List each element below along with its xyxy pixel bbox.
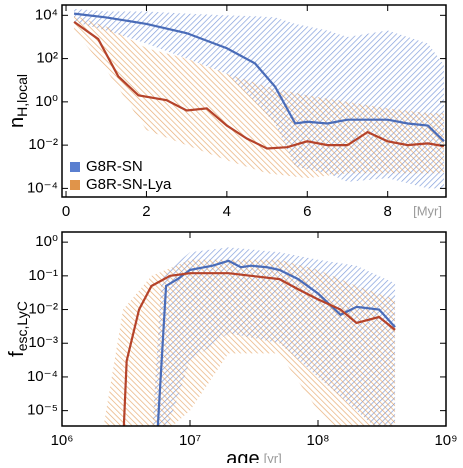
- y-tick-label: 10⁻¹: [28, 267, 58, 284]
- x-axis-unit: [Myr]: [413, 203, 442, 218]
- legend-swatch: [70, 180, 80, 190]
- y-axis-label-main: n: [6, 117, 28, 128]
- band: [74, 15, 444, 179]
- y-tick-label: 10⁻²: [28, 136, 58, 153]
- y-tick-label: 10⁻⁴: [27, 179, 58, 196]
- y-tick-label: 10⁻³: [28, 334, 58, 351]
- x-tick-label: 8: [384, 203, 392, 220]
- x-tick-label: 2: [142, 203, 150, 220]
- axes-frame: [61, 231, 447, 427]
- x-axis-label-main: age: [226, 448, 259, 463]
- y-tick-label: 10⁰: [35, 93, 58, 110]
- x-tick-label: 10⁸: [306, 432, 329, 449]
- y-axis-label: nH,local: [6, 74, 29, 128]
- axes-frame: [61, 4, 447, 198]
- y-tick-label: 10²: [36, 50, 58, 67]
- plot-area: [73, 8, 445, 189]
- x-tick-label: 0: [62, 203, 70, 220]
- x-tick-label: 4: [223, 203, 231, 220]
- line: [73, 12, 445, 143]
- x-tick-label: 10⁶: [51, 432, 74, 449]
- band: [103, 259, 396, 426]
- y-axis-label-main: f: [6, 351, 28, 357]
- x-axis-label: age [yr]: [226, 448, 281, 463]
- legend-label: G8R-SN: [86, 158, 143, 175]
- y-axis-label: fesc,LyC: [6, 301, 29, 357]
- x-tick-label: 6: [303, 203, 311, 220]
- legend-swatch: [70, 162, 80, 172]
- y-axis-label-sub: H,local: [14, 74, 30, 117]
- line: [122, 272, 396, 426]
- y-axis-label-sub: esc,LyC: [14, 301, 30, 351]
- y-tick-label: 10⁻⁴: [27, 368, 58, 385]
- x-axis-unit: [yr]: [264, 451, 282, 463]
- legend-label: G8R-SN-Lya: [86, 176, 172, 193]
- y-tick-label: 10⁰: [35, 233, 58, 250]
- y-tick-label: 10⁻²: [28, 301, 58, 318]
- x-tick-label: 10⁹: [434, 432, 457, 449]
- line: [73, 20, 445, 150]
- y-tick-label: 10⁴: [35, 6, 58, 23]
- y-tick-label: 10⁻⁵: [27, 402, 58, 419]
- plot-area: [103, 247, 396, 426]
- x-tick-label: 10⁷: [179, 432, 201, 449]
